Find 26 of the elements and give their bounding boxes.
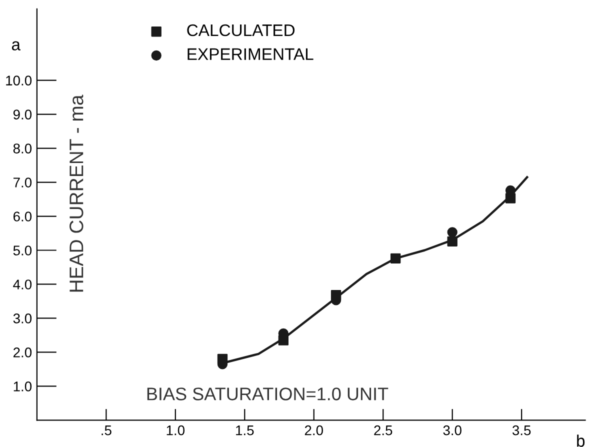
y-tick-label: 2.0 xyxy=(13,348,32,358)
point xyxy=(447,227,458,238)
annotation: BIAS SATURATION=1.0 UNIT xyxy=(147,388,388,400)
x-tick-label: 1.5 xyxy=(236,426,254,436)
y-tick-label: 7.0 xyxy=(13,178,32,188)
x-axis-title: b xyxy=(577,434,585,447)
y-tick-label: 10.0 xyxy=(6,76,32,86)
legend-label: CALCULATED xyxy=(187,24,295,36)
y-axis-title: a xyxy=(12,41,20,50)
x-tick-label: .5 xyxy=(102,426,112,436)
y-tick-label: 5.0 xyxy=(13,246,32,256)
y-tick-label: 3.0 xyxy=(13,314,32,324)
point xyxy=(390,253,401,264)
y-tick-label: 9.0 xyxy=(13,110,32,120)
y-tick-label: 1.0 xyxy=(14,382,32,392)
x-tick-label: 2.5 xyxy=(374,425,392,436)
x-tick-label: 3.5 xyxy=(512,425,531,436)
x-tick-label: 3.0 xyxy=(443,425,462,436)
x-tick-label: 1.0 xyxy=(166,425,185,436)
point xyxy=(447,236,458,246)
y-tick-label: 8.0 xyxy=(13,144,32,154)
x-tick-label: 2.0 xyxy=(304,425,323,436)
y-tick-label: 4.0 xyxy=(13,280,32,290)
y-tick-label: 6.0 xyxy=(13,212,32,222)
y2-axis-title: HEAD CURRENT - ma xyxy=(70,94,84,292)
legend-label: EXPERIMENTAL xyxy=(188,48,314,60)
